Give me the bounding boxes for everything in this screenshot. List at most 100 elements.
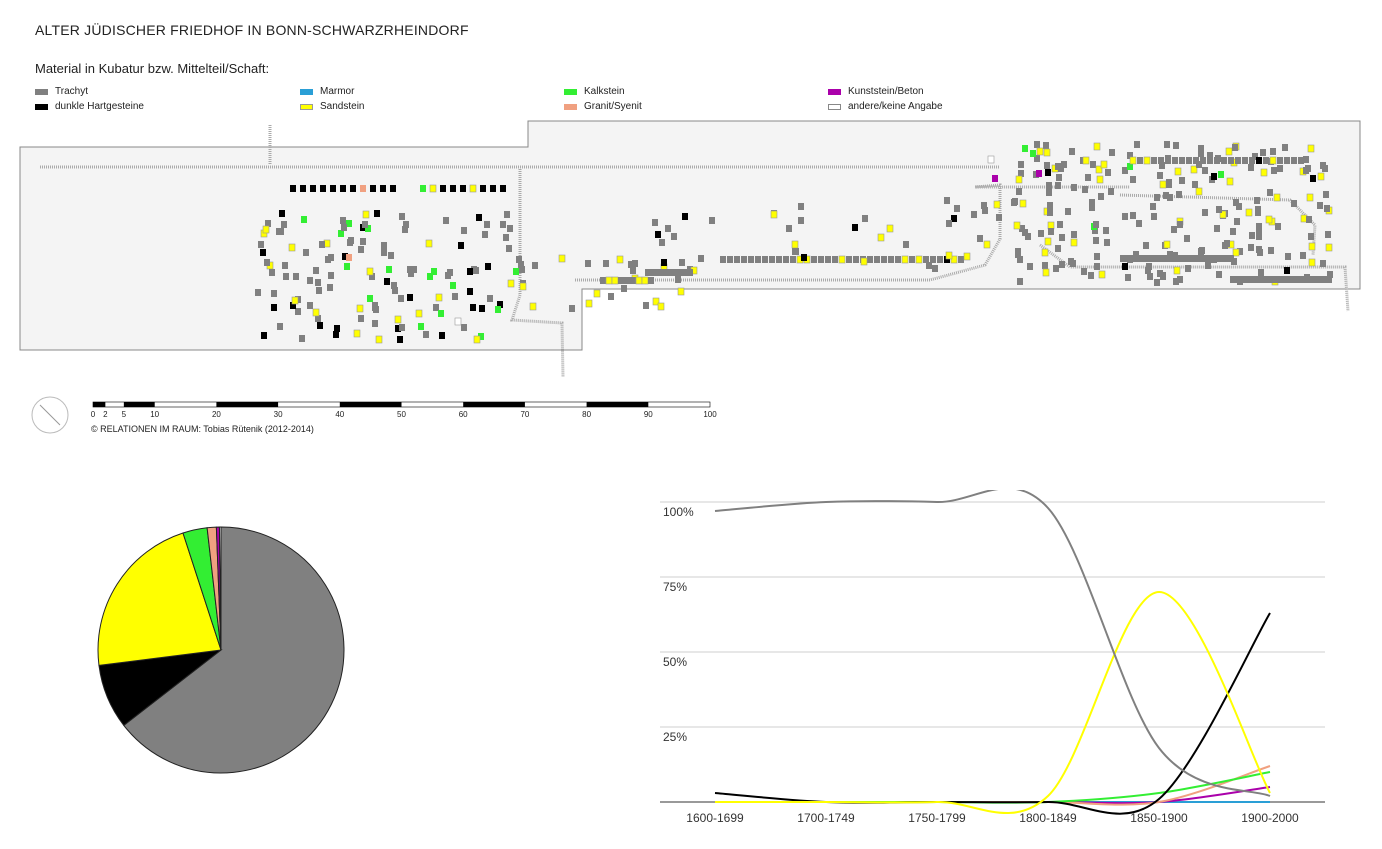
grave-plot-dunkle-hartgesteine [470, 304, 476, 311]
legend-label: Granit/Syenit [584, 101, 642, 112]
grave-plot-trachyt [1176, 191, 1182, 198]
grave-plot-trachyt [1173, 278, 1179, 285]
grave-plot-trachyt [1093, 221, 1099, 228]
legend-swatch [300, 88, 313, 95]
grave-plot-dunkle-hartgesteine [1256, 157, 1262, 164]
grave-plot-trachyt [1258, 269, 1264, 276]
grave-plot-trachyt [1174, 255, 1180, 262]
series-line-sandstein [714, 590, 1271, 814]
grave-plot-trachyt [484, 221, 490, 228]
grave-plot-trachyt [281, 221, 287, 228]
grave-plot-trachyt [1085, 174, 1091, 181]
grave-plot-trachyt [1179, 157, 1185, 164]
grave-plot-sandstein [1093, 142, 1101, 151]
grave-plot-dunkle-hartgesteine [333, 331, 339, 338]
grave-plot-sandstein [593, 289, 601, 298]
grave-plot-trachyt [299, 335, 305, 342]
grave-plot-dunkle-hartgesteine [1284, 267, 1290, 274]
grave-plot-trachyt [1214, 225, 1220, 232]
legend-item-granit: Granit/Syenit [564, 101, 642, 112]
y-tick-label: 100% [663, 505, 694, 519]
grave-plot-sandstein [473, 335, 481, 344]
grave-plot-sandstein [288, 243, 296, 252]
grave-plot-trachyt [1130, 212, 1136, 219]
grave-plot-trachyt [1291, 200, 1297, 207]
grave-plot-trachyt [783, 256, 789, 263]
grave-plot-dunkle-hartgesteine [390, 185, 396, 192]
grave-plot-trachyt [1130, 176, 1136, 183]
grave-plot-trachyt [1327, 271, 1333, 278]
grave-plot-trachyt [1018, 161, 1024, 168]
grave-plot-trachyt [624, 277, 630, 284]
grave-plot-trachyt [1070, 260, 1076, 267]
grave-plot-trachyt [645, 269, 651, 276]
grave-plot-trachyt [372, 302, 378, 309]
grave-plot-trachyt [1260, 276, 1266, 283]
scale-segment [339, 402, 402, 407]
grave-plot-trachyt [482, 231, 488, 238]
grave-plot-kunststein-beton [1036, 170, 1042, 177]
grave-plot-trachyt [881, 256, 887, 263]
grave-plot-sandstein [945, 251, 953, 260]
grave-plot-dunkle-hartgesteine [439, 332, 445, 339]
grave-plot-trachyt [1267, 189, 1273, 196]
grave-plot-trachyt [1277, 157, 1283, 164]
grave-plot-trachyt [1306, 216, 1312, 223]
grave-plot-trachyt [665, 225, 671, 232]
grave-plot-trachyt [971, 211, 977, 218]
legend-swatch [828, 88, 841, 95]
grave-plot-sandstein [415, 309, 423, 318]
grave-plot-trachyt [977, 235, 983, 242]
grave-plot-trachyt [1228, 157, 1234, 164]
grave-plot-trachyt [1285, 253, 1291, 260]
grave-plot-sandstein [657, 302, 665, 311]
grave-plot-trachyt [741, 256, 747, 263]
grave-plot-trachyt [487, 295, 493, 302]
grave-plot-trachyt [307, 277, 313, 284]
grave-plot-trachyt [1038, 230, 1044, 237]
grave-plot-sandstein [394, 315, 402, 324]
north-arrow-icon [39, 404, 61, 426]
grave-plot-dunkle-hartgesteine [661, 259, 667, 266]
grave-plot-trachyt [663, 269, 669, 276]
y-tick-label: 75% [663, 580, 687, 594]
grave-plot-trachyt [358, 315, 364, 322]
grave-plot-kalkstein [513, 268, 519, 275]
grave-plot-trachyt [500, 221, 506, 228]
grave-plot-trachyt [1173, 142, 1179, 149]
grave-plot-trachyt [1055, 182, 1061, 189]
grave-plot-dunkle-hartgesteine [944, 256, 950, 263]
pie-slices [97, 526, 345, 774]
scale-tick-label: 2 [103, 410, 108, 419]
grave-plot-trachyt [1162, 255, 1168, 262]
grave-plot-sandstein [558, 254, 566, 263]
grave-plot-trachyt [1025, 233, 1031, 240]
legend-swatch [300, 103, 313, 110]
grave-plot-trachyt [1151, 157, 1157, 164]
grave-plot-trachyt [381, 242, 387, 249]
grave-plot-trachyt [888, 256, 894, 263]
grave-plot-trachyt [1185, 265, 1191, 272]
scale-tick-label: 5 [122, 410, 127, 419]
grave-plot-sandstein [886, 224, 894, 233]
grave-plot-dunkle-hartgesteine [374, 210, 380, 217]
grave-plot-trachyt [786, 225, 792, 232]
grave-plot-trachyt [1071, 184, 1077, 191]
grave-plot-dunkle-hartgesteine [1122, 263, 1128, 270]
grave-plot-trachyt [874, 256, 880, 263]
grave-plot-trachyt [313, 267, 319, 274]
grave-plot-trachyt [1057, 221, 1063, 228]
grave-plot-trachyt [1234, 218, 1240, 225]
legend-item-sandstein: Sandstein [300, 101, 364, 112]
grave-plot-trachyt [1179, 177, 1185, 184]
grave-plot-trachyt [282, 262, 288, 269]
grave-plot-trachyt [1300, 252, 1306, 259]
grave-plot-trachyt [1120, 255, 1126, 262]
grave-plot-trachyt [1242, 276, 1248, 283]
grave-plot-trachyt [648, 277, 654, 284]
grave-plot-trachyt [1284, 276, 1290, 283]
grave-plot-trachyt [1104, 239, 1110, 246]
grave-plot-dunkle-hartgesteine [407, 294, 413, 301]
grave-plot-dunkle-hartgesteine [261, 332, 267, 339]
scale-tick-label: 30 [274, 410, 283, 419]
